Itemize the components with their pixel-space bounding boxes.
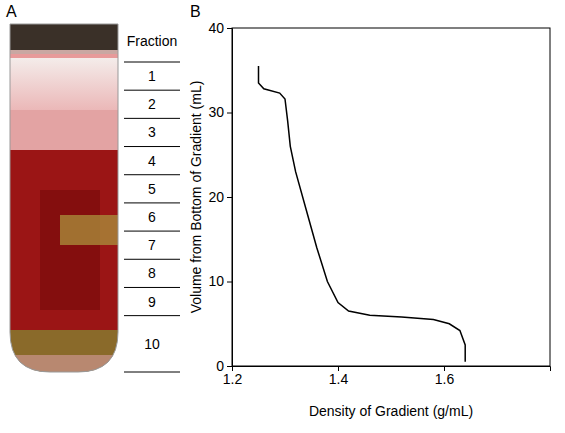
panel-letter: A	[6, 3, 17, 20]
y-tick-label: 40	[208, 20, 224, 36]
fraction-label: 1	[148, 68, 156, 84]
fraction-label: 3	[148, 124, 156, 140]
fraction-label: 10	[144, 336, 160, 352]
panel-letter: B	[190, 3, 201, 20]
tube-layer	[10, 24, 118, 50]
fraction-label: 7	[148, 237, 156, 253]
y-tick-mark	[227, 366, 232, 367]
fraction-divider	[124, 259, 180, 260]
fraction-divider	[124, 174, 180, 175]
y-axis-title: Volume from Bottom of Gradient (mL)	[188, 81, 204, 314]
fraction-heading: Fraction	[127, 33, 178, 49]
y-tick-mark	[227, 282, 232, 283]
y-tick: 30	[208, 104, 232, 120]
fraction-divider	[124, 146, 180, 147]
fraction-divider	[124, 202, 180, 203]
fraction-divider	[124, 90, 180, 91]
tube-layer	[10, 110, 118, 150]
plot-area	[259, 66, 466, 362]
fraction-label: 5	[148, 181, 156, 197]
fraction-divider	[124, 118, 180, 119]
tube-layer	[10, 54, 118, 58]
y-axis-line	[227, 29, 233, 367]
fraction-divider	[124, 62, 180, 63]
y-tick: 40	[208, 20, 232, 36]
x-axis-line	[233, 367, 551, 372]
tube	[10, 24, 120, 375]
figure: A Fraction 1 2 3 4 5 6 7 8 9 10 B 1.2 1.4 1.6 0 10 20 30 40 D…	[0, 0, 565, 433]
x-axis-title: Density of Gradient (g/mL)	[309, 403, 473, 419]
fraction-divider	[124, 231, 180, 232]
y-tick: 20	[208, 189, 232, 205]
tube-outline	[10, 24, 118, 372]
x-tick-label: 1.6	[435, 371, 455, 387]
fraction-label: 4	[148, 153, 156, 169]
x-tick: 1.6	[435, 366, 455, 387]
y-tick-label: 20	[208, 189, 224, 205]
fraction-divider	[124, 315, 180, 316]
y-tick: 0	[216, 358, 232, 374]
y-tick-label: 10	[208, 273, 224, 289]
y-tick: 10	[208, 273, 232, 289]
x-axis: 1.2 1.4 1.6	[223, 366, 551, 387]
plot-frame	[232, 28, 550, 366]
fraction-label: 2	[148, 96, 156, 112]
x-tick-label: 1.2	[223, 371, 243, 387]
x-tick: 1.4	[329, 366, 349, 387]
fraction-label: 9	[148, 294, 156, 310]
tube-layer	[60, 215, 120, 245]
y-tick-mark	[227, 197, 232, 198]
y-axis: 0 10 20 30 40	[208, 20, 232, 374]
y-tick-label: 0	[216, 358, 224, 374]
y-tick-label: 30	[208, 104, 224, 120]
fraction-label: 6	[148, 209, 156, 225]
x-tick-label: 1.4	[329, 371, 349, 387]
tube-layer	[10, 50, 118, 54]
density-curve	[259, 66, 466, 362]
fraction-divider	[124, 372, 180, 373]
y-tick-mark	[227, 28, 232, 29]
tube-layer	[40, 190, 100, 310]
tube-layer	[10, 58, 118, 110]
fraction-divider	[124, 287, 180, 288]
x-tick: 1.2	[223, 366, 243, 387]
fraction-label: 8	[148, 265, 156, 281]
y-tick-mark	[227, 113, 232, 114]
